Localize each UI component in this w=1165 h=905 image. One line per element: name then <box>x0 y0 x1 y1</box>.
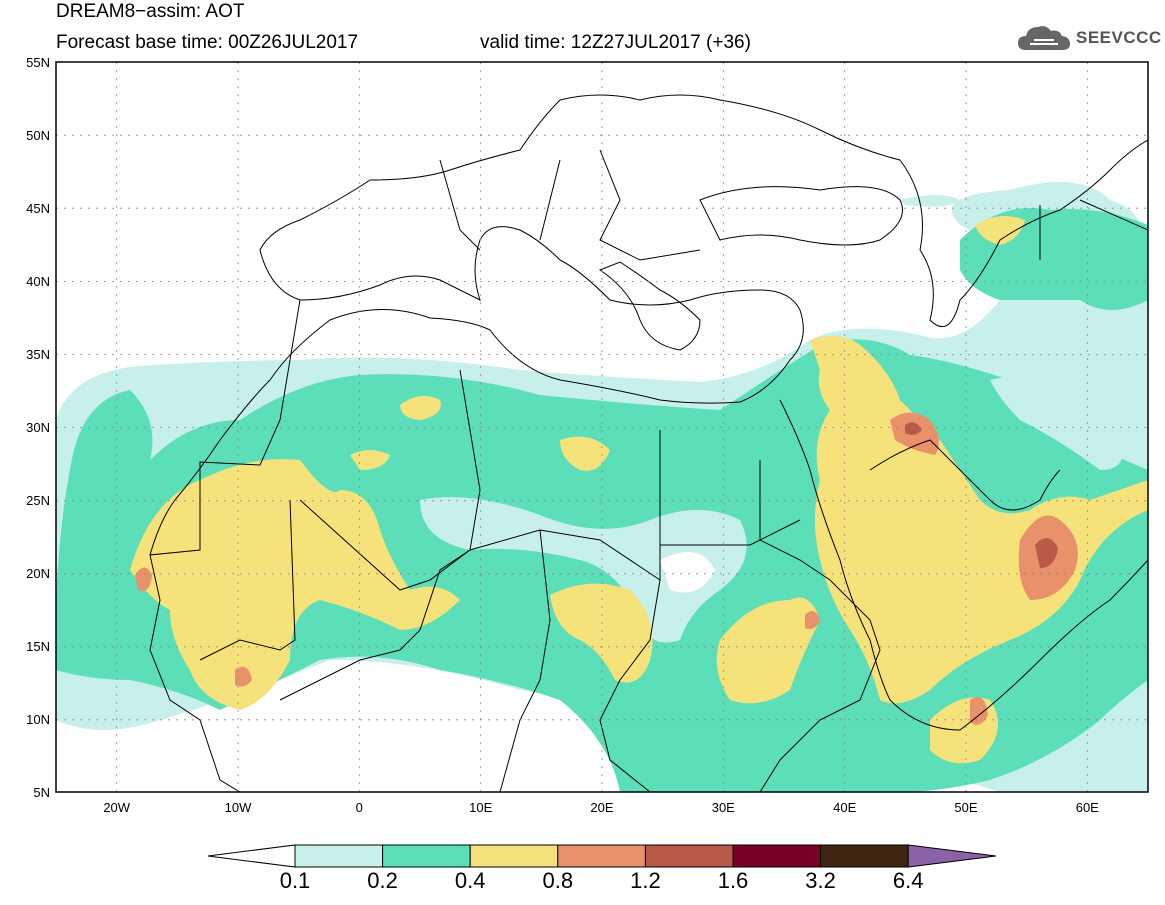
lon-label: 0 <box>356 800 363 815</box>
colorbar-label: 0.4 <box>454 868 486 893</box>
coastlines <box>149 94 1148 792</box>
map-title: DREAM8−assim: AOT <box>56 1 245 22</box>
lon-label: 20E <box>590 800 613 815</box>
lat-label: 30N <box>26 420 50 435</box>
lon-label: 50E <box>954 800 977 815</box>
colorbar-segment <box>644 844 734 868</box>
colorbar-label: 6.4 <box>892 868 924 893</box>
colorbar-label: 0.8 <box>542 868 574 893</box>
lat-axis: 55N 50N 45N 40N 35N 30N 25N 20N 15N 10N … <box>26 55 50 800</box>
lat-label: 5N <box>33 785 50 800</box>
colorbar-segment <box>732 844 822 868</box>
lon-label: 20W <box>103 800 130 815</box>
colorbar <box>207 844 997 868</box>
colorbar-label: 3.2 <box>805 868 836 893</box>
logo-text: SEEVCCC <box>1076 28 1162 47</box>
lon-axis: 20W 10W 0 10E 20E 30E 40E 50E 60E <box>103 800 1099 815</box>
forecast-base-time: Forecast base time: 00Z26JUL2017 <box>56 32 359 53</box>
lon-label: 40E <box>833 800 856 815</box>
lat-label: 55N <box>26 55 50 70</box>
lat-label: 50N <box>26 128 50 143</box>
aot-level-1.2 <box>905 422 1058 568</box>
colorbar-label: 1.2 <box>630 868 661 893</box>
colorbar-segment <box>820 844 909 868</box>
map-frame <box>55 61 1149 793</box>
colorbar-label: 0.1 <box>279 868 311 893</box>
colorbar-segment <box>557 844 646 868</box>
seevccc-logo: SEEVCCC <box>1016 20 1161 56</box>
colorbar-segment <box>469 844 559 868</box>
colorbar-over-arrow <box>907 844 997 868</box>
lon-label: 10W <box>225 800 252 815</box>
aot-field <box>56 62 1148 792</box>
lat-label: 15N <box>26 639 50 654</box>
lon-label: 30E <box>712 800 735 815</box>
lon-label: 60E <box>1076 800 1099 815</box>
lat-label: 40N <box>26 274 50 289</box>
cloud-icon <box>1018 26 1070 50</box>
lat-label: 20N <box>26 566 50 581</box>
colorbar-label: 1.6 <box>717 868 749 893</box>
graticule <box>56 62 1148 792</box>
colorbar-label: 0.2 <box>367 868 398 893</box>
lat-label: 10N <box>26 712 50 727</box>
lat-label: 25N <box>26 493 50 508</box>
lat-label: 35N <box>26 347 50 362</box>
lon-label: 10E <box>469 800 492 815</box>
colorbar-segment <box>294 844 384 868</box>
lat-label: 45N <box>26 201 50 216</box>
colorbar-under-arrow <box>207 844 296 868</box>
valid-time: valid time: 12Z27JUL2017 (+36) <box>480 32 751 53</box>
aot-level-0.1-inner <box>420 376 1123 643</box>
colorbar-segment <box>382 844 471 868</box>
